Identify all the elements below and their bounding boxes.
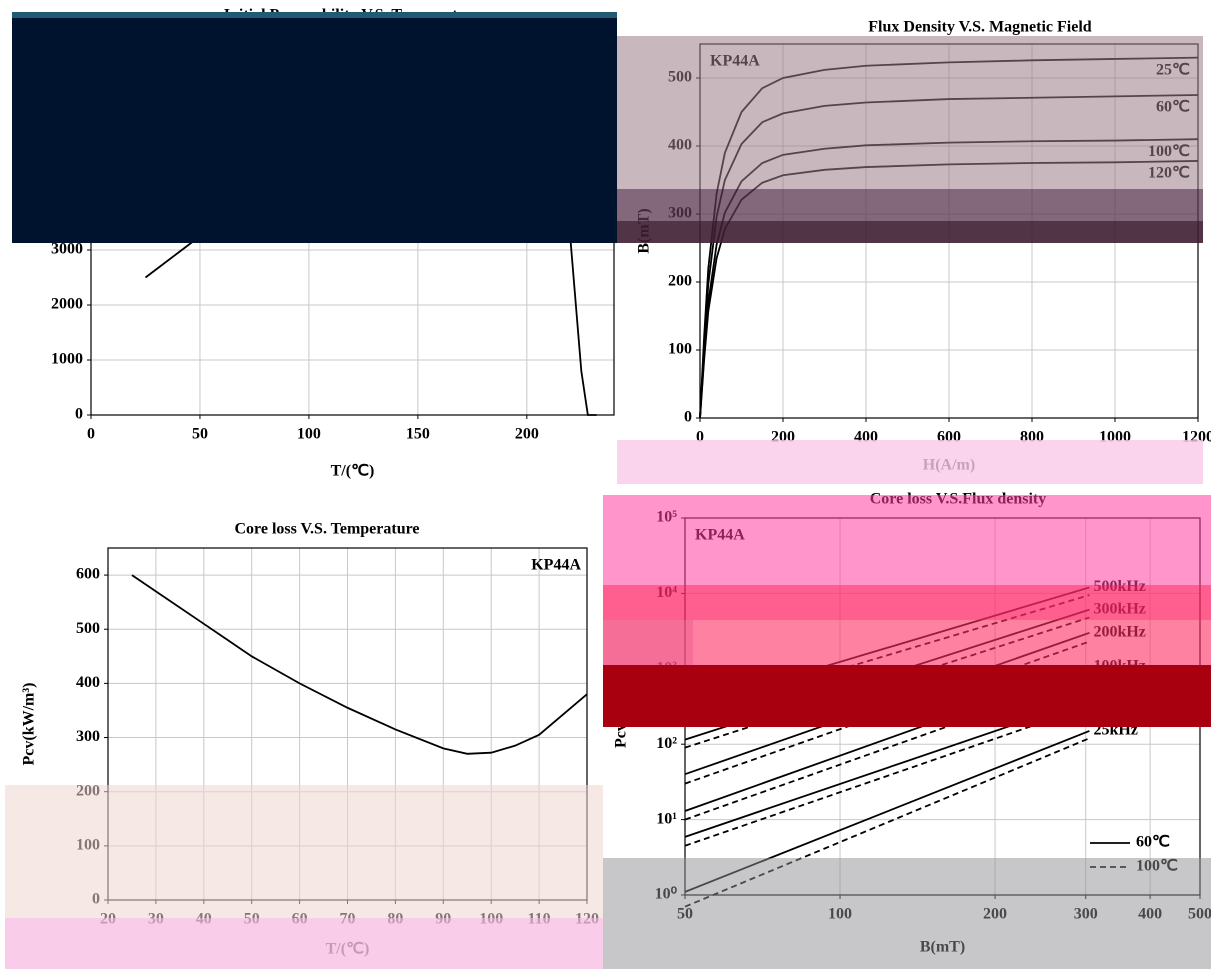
x-tick-label: 600 [937, 429, 961, 446]
line-label: 50kHz [1093, 689, 1137, 706]
x-tick-label: 70 [340, 911, 356, 928]
data-line [131, 574, 588, 755]
line-label: 25kHz [1093, 722, 1137, 739]
y-tick-label: 10⁴ [656, 584, 677, 601]
data-line [684, 665, 1090, 812]
x-tick-label: 100 [297, 426, 321, 443]
series-label: 120℃ [1148, 165, 1190, 182]
data-line [684, 586, 1090, 710]
x-axis-label: B(mT) [920, 939, 965, 956]
y-tick-label: 10⁰ [655, 886, 678, 903]
y-tick-label: 5000 [51, 131, 83, 148]
y-tick-label: 10² [656, 735, 677, 752]
x-tick-label: 0 [696, 429, 704, 446]
y-axis-label: B(mT) [636, 208, 653, 253]
y-tick-label: 1000 [51, 351, 83, 368]
y-axis-label: Pcv(kW/m³) [21, 683, 38, 766]
x-tick-label: 50 [244, 911, 260, 928]
data-line [684, 640, 1090, 785]
x-tick-label: 20 [100, 911, 116, 928]
y-tick-label: 100 [76, 837, 100, 854]
x-tick-label: 200 [515, 426, 539, 443]
line-label: 100kHz [1093, 657, 1145, 674]
data-line [684, 737, 1090, 908]
y-axis-label: μi [13, 215, 30, 229]
y-tick-label: 6000 [51, 76, 83, 93]
y-tick-label: 2000 [51, 296, 83, 313]
y-tick-label: 0 [684, 409, 692, 426]
x-tick-label: 80 [387, 911, 403, 928]
x-tick-label: 800 [1020, 429, 1044, 446]
series-label: 60℃ [1156, 99, 1190, 116]
x-tick-label: 400 [854, 429, 878, 446]
annotation: KP44A [695, 527, 745, 544]
x-tick-label: 40 [196, 911, 212, 928]
data-line [684, 675, 1090, 821]
x-tick-label: 200 [983, 906, 1007, 923]
data-line [684, 616, 1090, 749]
x-tick-label: 500 [1188, 906, 1211, 923]
y-tick-label: 200 [76, 782, 100, 799]
x-tick-label: 100 [479, 911, 503, 928]
x-tick-label: 1200 [1182, 429, 1211, 446]
x-tick-label: 50 [192, 426, 208, 443]
y-tick-label: 200 [668, 273, 692, 290]
y-axis-label: Pcv(kW/m³) [613, 665, 630, 748]
data-line [144, 100, 597, 416]
y-tick-label: 4000 [51, 186, 83, 203]
chart-title: Initial Permeability V.S. Temperature [224, 7, 480, 24]
data-line [684, 631, 1090, 776]
x-tick-label: 50 [677, 906, 693, 923]
legend-label: 100℃ [1136, 858, 1178, 875]
chart-title: Core loss V.S. Temperature [234, 521, 419, 538]
x-axis-label: H(A/m) [923, 457, 975, 474]
x-tick-label: 200 [771, 429, 795, 446]
plot-frame [90, 29, 615, 416]
x-tick-label: 100 [828, 906, 852, 923]
y-tick-label: 300 [76, 728, 100, 745]
plot-frame [684, 517, 1201, 896]
y-tick-label: 10⁵ [656, 509, 677, 526]
annotation: KP44A [531, 557, 581, 574]
x-tick-label: 1000 [1099, 429, 1131, 446]
data-line [684, 730, 1090, 893]
chart-title: Flux Density V.S. Magnetic Field [868, 19, 1092, 36]
x-tick-label: 300 [1074, 906, 1098, 923]
y-tick-label: 7000 [51, 21, 83, 38]
x-tick-label: 60 [292, 911, 308, 928]
x-tick-label: 30 [148, 911, 164, 928]
x-tick-label: 150 [406, 426, 430, 443]
series-label: 25℃ [1156, 61, 1190, 78]
annotation: KP44A [558, 39, 608, 56]
x-tick-label: 90 [435, 911, 451, 928]
chart-title: Core loss V.S.Flux density [870, 491, 1046, 508]
annotation: KP44A [710, 53, 760, 70]
y-tick-label: 3000 [51, 241, 83, 258]
x-axis-label: T/(℃) [331, 463, 375, 480]
y-tick-label: 400 [668, 137, 692, 154]
y-tick-label: 400 [76, 674, 100, 691]
y-tick-label: 0 [75, 406, 83, 423]
y-tick-label: 100 [668, 341, 692, 358]
data-line [684, 705, 1090, 847]
x-tick-label: 120 [575, 911, 599, 928]
y-tick-label: 600 [76, 566, 100, 583]
x-tick-label: 400 [1138, 906, 1162, 923]
y-tick-label: 300 [668, 205, 692, 222]
line-label: 200kHz [1093, 623, 1145, 640]
x-tick-label: 110 [528, 911, 551, 928]
y-tick-label: 0 [92, 891, 100, 908]
x-tick-label: 0 [87, 426, 95, 443]
legend-label: 60℃ [1136, 834, 1170, 851]
y-tick-label: 10³ [656, 659, 677, 676]
series-label: 100℃ [1148, 143, 1190, 160]
y-tick-label: 10¹ [656, 810, 677, 827]
line-label: 500kHz [1093, 578, 1145, 595]
x-axis-label: T/(℃) [326, 941, 370, 958]
y-tick-label: 500 [76, 620, 100, 637]
line-label: 300kHz [1093, 600, 1145, 617]
y-tick-label: 500 [668, 69, 692, 86]
